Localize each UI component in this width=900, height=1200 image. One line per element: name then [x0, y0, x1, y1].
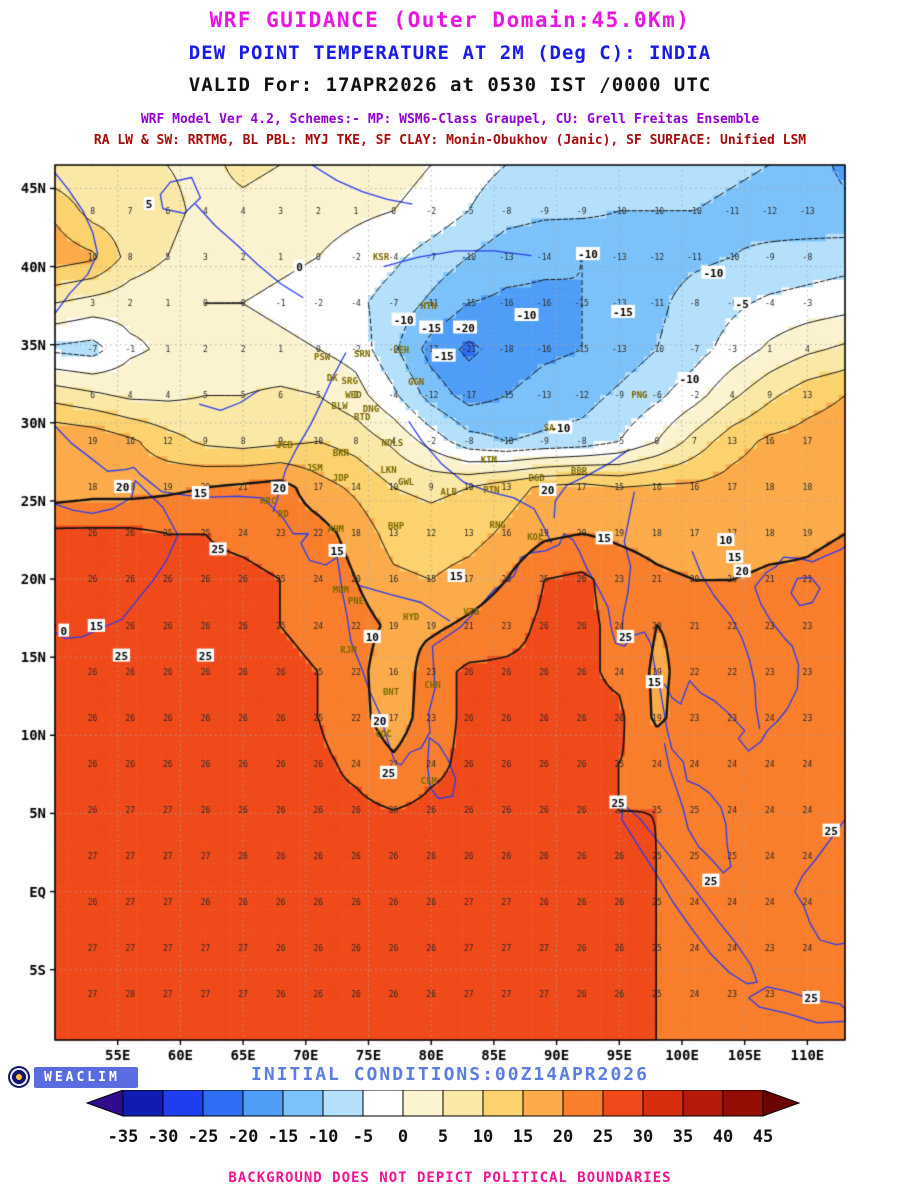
colorbar-tick-label: 25 [593, 1127, 613, 1147]
colorbar-segment [162, 1089, 204, 1117]
colorbar-segment [282, 1089, 324, 1117]
colorbar-segment [322, 1089, 364, 1117]
colorbar-tick-label: -35 [108, 1127, 139, 1147]
weaclim-logo-icon [8, 1066, 30, 1088]
colorbar-tick-label: -15 [268, 1127, 299, 1147]
title-variable: DEW POINT TEMPERATURE AT 2M (Deg C): IND… [188, 42, 712, 64]
colorbar-tick-label: -5 [353, 1127, 373, 1147]
colorbar-segment [522, 1089, 564, 1117]
colorbar-segment [402, 1089, 444, 1117]
colorbar-tick-label: 35 [673, 1127, 693, 1147]
colorbar-segment [202, 1089, 244, 1117]
weaclim-logo-label: WEACLIM [34, 1066, 138, 1088]
colorbar-tick-label: 45 [753, 1127, 773, 1147]
colorbar-tick-label: 0 [398, 1127, 408, 1147]
colorbar-tick-label: 20 [553, 1127, 573, 1147]
colorbar-tick-label: -25 [188, 1127, 219, 1147]
disclaimer-text: BACKGROUND DOES NOT DEPICT POLITICAL BOU… [228, 1170, 672, 1186]
colorbar-arrow-left [85, 1089, 124, 1117]
colorbar-tick-label: 10 [473, 1127, 493, 1147]
colorbar-tick-label: -10 [308, 1127, 339, 1147]
colorbar-segment [362, 1089, 404, 1117]
colorbar-segment [242, 1089, 284, 1117]
colorbar-tick-label: 15 [513, 1127, 533, 1147]
colorbar-segment [642, 1089, 684, 1117]
colorbar-segment [602, 1089, 644, 1117]
colorbar-arrow-right [762, 1089, 801, 1117]
colorbar-tick-label: 30 [633, 1127, 653, 1147]
colorbar-segment [722, 1089, 764, 1117]
colorbar-segment [682, 1089, 724, 1117]
colorbar-tick-label: -30 [148, 1127, 179, 1147]
colorbar-tick-label: -20 [228, 1127, 259, 1147]
colorbar-segment [122, 1089, 164, 1117]
title-valid-time: VALID For: 17APR2026 at 0530 IST /0000 U… [188, 74, 712, 96]
initial-conditions-text: INITIAL CONDITIONS:00Z14APR2026 [251, 1064, 649, 1085]
colorbar-segment [442, 1089, 484, 1117]
title-model: WRF GUIDANCE (Outer Domain:45.0Km) [209, 8, 691, 32]
colorbar: -35 -30 -25 -20 -15 -10 -5 0 5 10 15 20 25 30 35 40 45 [85, 1089, 815, 1150]
subtitle-schemes-2: RA LW & SW: RRTMG, BL PBL: MYJ TKE, SF C… [93, 133, 807, 148]
colorbar-segment [482, 1089, 524, 1117]
dewpoint-contour-map [0, 150, 900, 1070]
weaclim-logo: WEACLIM [8, 1066, 138, 1088]
colorbar-tick-label: 40 [713, 1127, 733, 1147]
subtitle-schemes-1: WRF Model Ver 4.2, Schemes:- MP: WSM6-Cl… [140, 112, 760, 127]
colorbar-segment [562, 1089, 604, 1117]
colorbar-tick-label: 5 [438, 1127, 448, 1147]
